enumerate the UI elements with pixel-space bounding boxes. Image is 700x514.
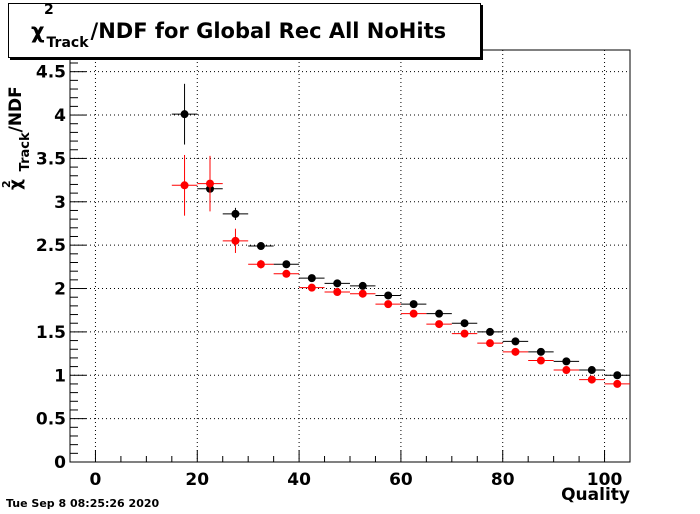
data-point xyxy=(536,356,545,365)
x-tick-label: 60 xyxy=(389,470,413,490)
data-point xyxy=(562,357,571,366)
data-point xyxy=(384,300,393,309)
y-tick-label: 2.5 xyxy=(36,236,66,256)
y-tick-label: 1.5 xyxy=(36,323,66,343)
data-point xyxy=(333,287,342,296)
y-tick-label: 3.5 xyxy=(36,149,66,169)
data-point xyxy=(460,319,469,328)
data-point xyxy=(460,329,469,338)
y-tick-label: 0 xyxy=(54,453,66,473)
y-axis-label: χ2Track/NDF xyxy=(0,86,33,190)
y-tick-label: 4.5 xyxy=(36,63,66,83)
data-point xyxy=(358,289,367,298)
tick-label-layer: 0 20 40 60 80 100 0 0.5 1 1.5 2 2.5 3 3.5 4 4.5 xyxy=(36,63,623,490)
x-tick-label: 20 xyxy=(185,470,209,490)
data-point xyxy=(282,269,291,278)
data-point xyxy=(562,366,571,375)
data-point xyxy=(511,347,520,356)
y-tick-label: 0.5 xyxy=(36,410,66,430)
data-point xyxy=(486,339,494,348)
x-tick-label: 40 xyxy=(287,470,311,490)
data-point xyxy=(409,309,418,318)
tick-layer xyxy=(69,53,631,463)
data-point xyxy=(307,274,316,283)
data-point xyxy=(587,375,596,384)
data-point xyxy=(587,366,596,375)
data-point xyxy=(384,291,393,300)
chart-title: χ 2 Track/NDF for Global Rec All NoHits xyxy=(8,1,481,58)
data-point xyxy=(536,347,545,356)
data-point xyxy=(206,179,214,188)
y-tick-label: 3 xyxy=(54,193,66,213)
data-point xyxy=(256,242,265,251)
data-point xyxy=(282,260,291,269)
title-rest: /NDF for Global Rec All NoHits xyxy=(90,18,447,43)
grid-layer xyxy=(70,50,630,463)
x-axis-label: Quality xyxy=(561,485,630,505)
plot-frame xyxy=(69,49,631,463)
data-point xyxy=(409,300,418,309)
data-point xyxy=(435,320,444,329)
data-point xyxy=(511,337,520,346)
data-point xyxy=(333,279,342,288)
data-point xyxy=(231,236,240,245)
series-1 xyxy=(171,154,630,388)
y-tick-label: 2 xyxy=(54,280,66,300)
x-tick-label: 80 xyxy=(491,470,515,490)
title-sup: 2 xyxy=(44,1,54,18)
data-point xyxy=(613,379,622,388)
data-point xyxy=(358,281,367,290)
data-point xyxy=(180,110,189,119)
x-tick-label: 0 xyxy=(90,470,102,490)
data-point xyxy=(231,209,240,218)
y-tick-label: 4 xyxy=(54,106,66,126)
title-sub: Track xyxy=(46,34,89,51)
data-point xyxy=(613,371,622,380)
data-point xyxy=(486,327,494,336)
data-point xyxy=(435,309,444,318)
data-point xyxy=(256,260,265,269)
x-tick-label: 100 xyxy=(587,470,623,490)
data-point xyxy=(180,181,189,190)
data-layer xyxy=(171,83,630,388)
data-point xyxy=(307,283,316,292)
y-tick-label: 1 xyxy=(54,366,66,386)
series-0 xyxy=(171,83,630,380)
date-stamp: Tue Sep 8 08:25:26 2020 xyxy=(6,497,160,510)
